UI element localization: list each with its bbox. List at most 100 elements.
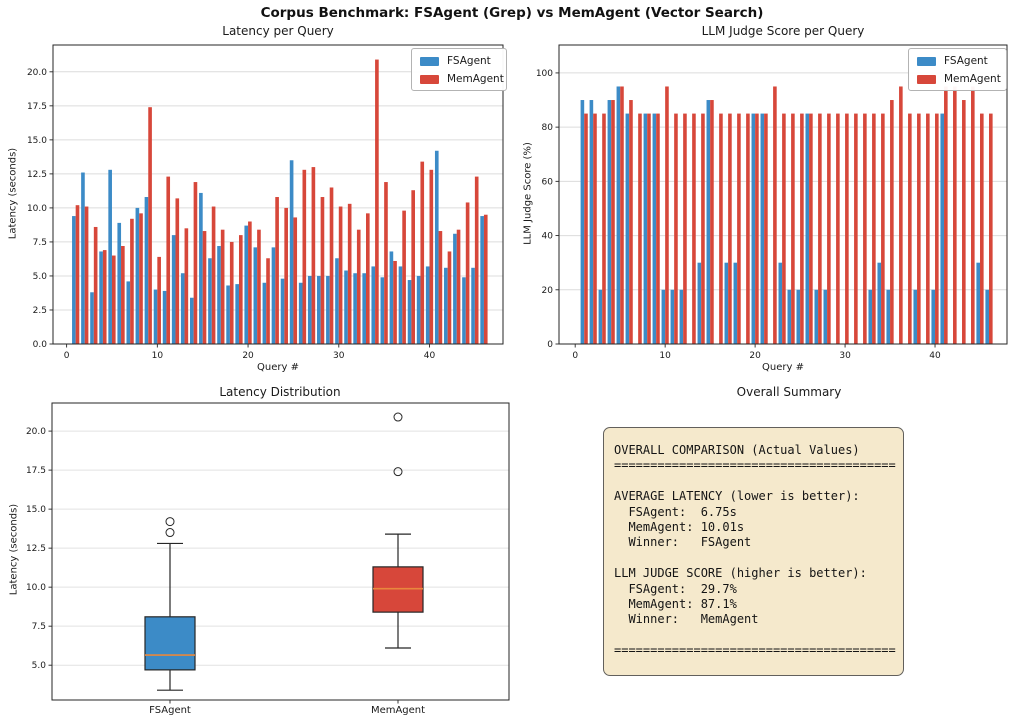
plot-frame (51, 402, 510, 701)
fsagent-bar-q3 (598, 289, 603, 344)
memagent-bar-q2 (84, 206, 89, 344)
score-legend: FSAgent MemAgent (908, 48, 1007, 91)
memagent-bar-q37 (402, 210, 406, 344)
fsagent-bar-q21 (253, 247, 258, 344)
latency-legend: FSAgent MemAgent (411, 48, 507, 91)
y-tick-label: 7.5 (33, 238, 47, 248)
boxplot-category-fsagent: FSAgent (149, 705, 191, 716)
fsagent-bar-q46 (480, 216, 484, 344)
y-tick-label: 5.0 (33, 272, 48, 282)
legend-row-fsagent: FSAgent (420, 55, 497, 67)
fsagent-bar-q14 (190, 297, 194, 344)
fsagent-bar-q40 (931, 289, 936, 344)
fsagent-bar-q32 (353, 273, 357, 344)
memagent-bar-q4 (611, 100, 615, 344)
fsagent-bar-q6 (117, 222, 122, 344)
fsagent-bar-q5 (108, 169, 112, 344)
fsagent-bar-q8 (135, 207, 140, 344)
memagent-bar-q15 (202, 231, 207, 344)
figure-title: Corpus Benchmark: FSAgent (Grep) vs MemA… (260, 5, 764, 21)
fsagent-bar-q14 (697, 262, 702, 344)
memagent-bar-q31 (854, 113, 858, 344)
outlier-point (393, 467, 403, 477)
iqr-box (144, 616, 196, 671)
fsagent-bar-q25 (796, 289, 801, 344)
fsagent-bar-q10 (153, 289, 158, 344)
fsagent-bar-q11 (670, 289, 675, 344)
latency-distribution-chart: 5.0 7.5 10.0 12.5 15.0 17.5 20.0 (26, 402, 510, 704)
fsagent-bar-q35 (886, 289, 891, 344)
fsagent-bar-q18 (733, 262, 738, 344)
memagent-bar-q32 (863, 113, 867, 344)
memagent-bar-q13 (692, 113, 696, 344)
memagent-bar-q28 (320, 197, 325, 344)
x-tick-label: 40 (929, 351, 941, 361)
memagent-bar-q12 (683, 113, 687, 344)
y-tick-label: 10.0 (26, 583, 46, 593)
memagent-bar-q9 (656, 113, 660, 344)
fsagent-bar-q29 (326, 275, 330, 344)
memagent-bar-q31 (347, 203, 352, 344)
memagent-bar-q29 (836, 113, 840, 344)
fsagent-bar-q15 (706, 100, 711, 344)
memagent-bar-q17 (220, 229, 225, 344)
memagent-bar-q39 (926, 113, 930, 344)
x-tick-label: 40 (424, 351, 436, 361)
memagent-bar-q43 (962, 100, 966, 344)
fsagent-bar-q17 (217, 246, 221, 344)
fsagent-bar-q2 (589, 100, 594, 344)
memagent-swatch-icon (917, 74, 936, 84)
y-tick-label: 17.5 (26, 466, 46, 476)
memagent-bar-q22 (266, 258, 270, 344)
summary-box: OVERALL COMPARISON (Actual Values) =====… (603, 427, 904, 676)
fsagent-bar-q38 (407, 280, 412, 344)
plot-frame (52, 44, 504, 345)
memagent-bar-q18 (737, 113, 741, 344)
memagent-bar-q24 (284, 207, 288, 344)
legend-row-fsagent: FSAgent (917, 55, 997, 67)
llm-judge-score-per-query-chart: 0 20 40 60 80 100 0 10 20 30 40 (536, 44, 1008, 361)
fsagent-bar-q24 (787, 289, 792, 344)
memagent-bar-q3 (93, 226, 98, 344)
fsagent-bar-q24 (280, 278, 285, 344)
memagent-bar-q2 (593, 113, 597, 344)
memagent-bar-q10 (157, 256, 161, 344)
memagent-bar-q11 (166, 176, 171, 344)
fsagent-bar-q4 (99, 251, 103, 344)
fsagent-bar-q40 (425, 266, 430, 344)
memagent-bar-q40 (429, 169, 434, 344)
fsagent-bars (72, 150, 484, 344)
memagent-bar-q40 (935, 113, 939, 344)
memagent-bars (584, 86, 993, 344)
memagent-bar-q23 (782, 113, 786, 344)
fsagent-bar-q42 (444, 267, 448, 344)
memagent-bar-q9 (148, 107, 152, 344)
memagent-bar-q4 (102, 250, 107, 344)
fsagent-bar-q11 (162, 290, 167, 344)
latency-chart-title: Latency per Query (222, 24, 334, 38)
memagent-bar-q32 (356, 229, 361, 344)
latency-xlabel: Query # (257, 362, 299, 373)
fsagent-bar-q31 (344, 270, 348, 344)
y-tick-label: 20.0 (27, 68, 47, 78)
y-tick-label: 20.0 (26, 427, 46, 437)
memagent-bar-q17 (728, 113, 732, 344)
fsagent-bar-q1 (580, 100, 585, 344)
memagent-bar-q29 (329, 187, 334, 344)
axis-ticks: 0.0 2.5 5.0 7.5 10.0 12.5 15.0 17.5 20.0 0 10 20 30 4… (27, 68, 436, 361)
memagent-bar-q41 (438, 231, 443, 344)
memagent-bar-q27 (311, 167, 316, 344)
fsagent-bar-q9 (144, 197, 149, 344)
memagent-bar-q36 (899, 86, 903, 344)
boxplot-category-memagent: MemAgent (370, 705, 426, 716)
memagent-bar-q41 (944, 86, 948, 344)
fsagent-bar-q44 (462, 277, 466, 344)
fsagent-bar-q28 (823, 289, 828, 344)
fsagent-bar-q34 (371, 266, 376, 344)
fsagent-bar-q9 (652, 113, 657, 344)
axis-ticks: 0 20 40 60 80 100 0 10 20 30 40 (536, 69, 941, 361)
y-tick-label: 5.0 (32, 661, 47, 671)
memagent-bar-q37 (908, 113, 912, 344)
fsagent-bar-q20 (751, 113, 756, 344)
fsagent-bar-q23 (271, 247, 276, 344)
